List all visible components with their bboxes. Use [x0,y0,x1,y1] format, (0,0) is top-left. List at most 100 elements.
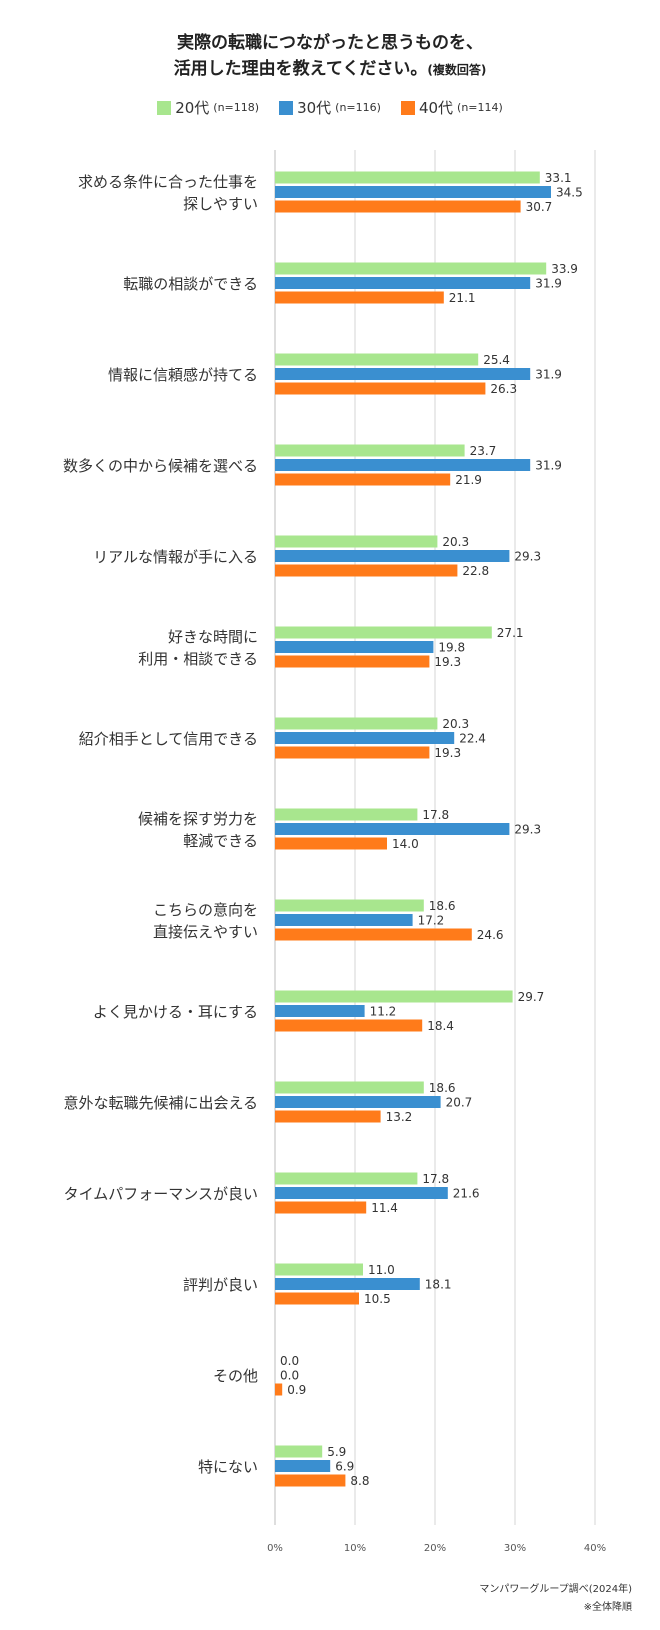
category-label: 探しやすい [183,195,258,213]
bar-20s [275,1445,323,1458]
bar-40s [275,291,444,304]
bar-30s [275,1005,365,1017]
data-label-20s: 5.9 [327,1445,346,1459]
bar-20s [275,1172,418,1185]
data-label-30s: 31.9 [535,368,562,382]
bar-20s [275,899,424,912]
legend-label-40s: 40代 [418,99,454,117]
bar-40s [275,1110,381,1123]
data-label-20s: 11.0 [368,1263,395,1277]
sort-note: ※全体降順 [583,1602,632,1613]
category-label: 直接伝えやすい [153,923,258,941]
data-label-40s: 26.3 [490,382,517,396]
bar-30s [275,1278,420,1290]
category-label: こちらの意向を [153,901,258,919]
data-label-40s: 11.4 [371,1201,398,1215]
category-label: 評判が良い [183,1276,258,1294]
data-label-40s: 0.9 [287,1383,306,1397]
category-label: 利用・相談できる [138,650,258,668]
x-tick-label: 40% [584,1543,606,1554]
bar-40s [275,1383,283,1396]
data-label-20s: 20.3 [442,535,469,549]
bar-40s [275,382,486,395]
data-label-40s: 24.6 [477,928,504,942]
legend-swatch-40s [400,100,415,115]
data-label-30s: 31.9 [535,277,562,291]
category-label: 特にない [198,1458,258,1476]
bar-20s [275,444,465,457]
x-tick-label: 20% [424,1543,446,1554]
data-label-40s: 18.4 [427,1019,454,1033]
data-label-20s: 29.7 [518,990,545,1004]
data-label-20s: 17.8 [422,1172,449,1186]
legend-n-20s: (n=118) [213,101,260,114]
category-label: その他 [213,1367,258,1385]
category-label: 候補を探す労力を [138,810,258,828]
data-label-30s: 17.2 [418,914,445,928]
legend: 20代 (n=118) 30代 (n=116) 40代 (n=114) [0,97,660,118]
chart-title-line1: 実際の転職につながったと思うものを、 [177,33,483,53]
data-label-40s: 13.2 [386,1110,413,1124]
legend-label-30s: 30代 [297,99,332,117]
data-label-30s: 29.3 [514,823,541,837]
data-label-30s: 0.0 [280,1369,299,1383]
bar-20s [275,1263,363,1276]
legend-item-30s: 30代 (n=116) [279,97,381,118]
data-label-20s: 18.6 [429,1081,456,1095]
data-label-30s: 29.3 [514,550,541,564]
legend-item-20s: 20代 (n=118) [157,97,259,118]
bar-40s [275,564,458,577]
bar-30s [275,1187,448,1199]
legend-item-40s: 40代 (n=114) [400,97,503,118]
bar-30s [275,641,434,653]
data-label-40s: 22.8 [462,564,489,578]
data-label-40s: 19.3 [434,655,461,669]
category-label: よく見かける・耳にする [93,1003,258,1021]
legend-n-40s: (n=114) [457,101,503,114]
bar-30s [275,1460,331,1472]
data-label-20s: 23.7 [470,444,497,458]
bar-20s [275,717,438,730]
bar-20s [275,626,492,639]
bar-40s [275,837,387,850]
chart-title-main: 活用した理由を教えてください。 [173,59,428,79]
data-label-40s: 21.9 [455,473,482,487]
bar-40s [275,1201,367,1214]
data-label-30s: 18.1 [425,1278,452,1292]
legend-swatch-30s [279,100,294,115]
bar-20s [275,262,547,275]
bar-20s [275,535,438,548]
data-label-30s: 34.5 [556,186,583,200]
bar-30s [275,277,531,289]
data-label-30s: 22.4 [459,732,486,746]
data-label-20s: 33.9 [551,262,578,276]
bar-30s [275,186,551,198]
data-label-30s: 6.9 [335,1460,354,1474]
data-label-20s: 20.3 [442,717,469,731]
chart-title-suffix: (複数回答) [427,63,487,77]
legend-n-30s: (n=116) [335,101,381,114]
source-note: マンパワーグループ調べ(2024年) [479,1584,632,1595]
x-tick-label: 30% [504,1543,526,1554]
legend-label-20s: 20代 [175,99,210,117]
category-label: タイムパフォーマンスが良い [64,1185,258,1203]
category-label: 軽減できる [183,832,258,850]
data-label-20s: 27.1 [497,626,524,640]
x-tick-label: 0% [267,1543,283,1554]
bar-30s [275,459,531,471]
bar-30s [275,823,510,835]
bar-20s [275,990,513,1003]
bar-40s [275,746,430,759]
bar-40s [275,1019,423,1032]
bar-40s [275,1474,346,1487]
x-tick-label: 10% [344,1543,366,1554]
data-label-30s: 20.7 [446,1096,473,1110]
category-label: リアルな情報が手に入る [93,548,258,566]
data-label-20s: 18.6 [429,899,456,913]
data-label-40s: 30.7 [526,200,553,214]
bar-20s [275,353,479,366]
category-label: 求める条件に合った仕事を [78,173,258,191]
legend-swatch-20s [157,100,172,115]
data-label-20s: 0.0 [280,1354,299,1368]
